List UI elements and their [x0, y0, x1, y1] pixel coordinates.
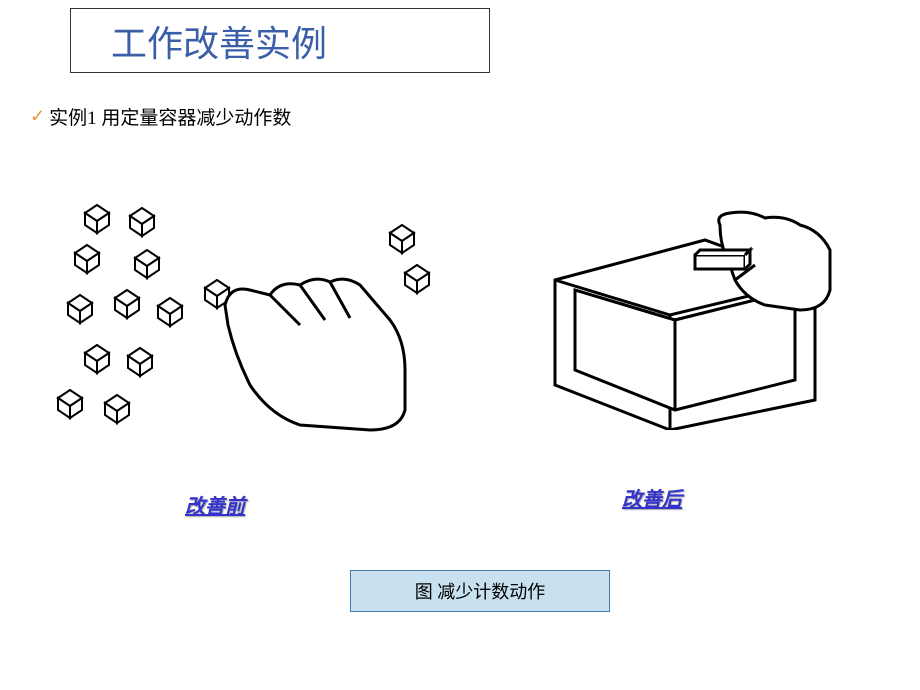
check-icon: ✓ — [30, 106, 45, 127]
label-after: 改善后 — [622, 483, 682, 512]
caption-text: 图 减少计数动作 — [415, 578, 546, 604]
caption-box: 图 减少计数动作 — [350, 570, 610, 612]
page-title: 工作改善实例 — [111, 15, 327, 67]
title-box: 工作改善实例 — [70, 8, 490, 73]
label-before: 改善前 — [185, 490, 245, 519]
subtitle-row: ✓ 实例1 用定量容器减少动作数 — [30, 103, 291, 130]
illustration-before — [50, 190, 440, 440]
illustration-after — [540, 210, 840, 430]
subtitle-text: 实例1 用定量容器减少动作数 — [49, 103, 291, 130]
